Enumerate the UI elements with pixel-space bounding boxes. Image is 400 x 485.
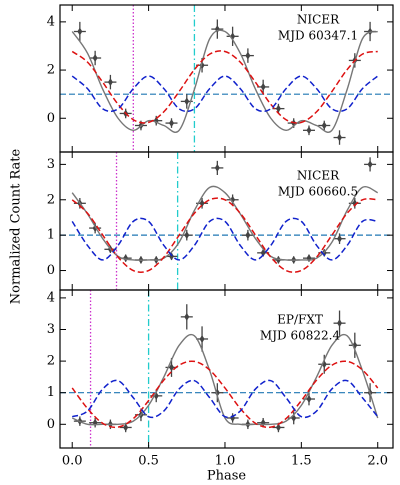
y-tick-label: 2: [47, 63, 55, 78]
x-tick-label: 0.0: [62, 454, 83, 469]
data-point: [123, 254, 129, 263]
data-point: [230, 195, 236, 204]
data-point: [169, 119, 175, 128]
y-tick-label: 2: [47, 192, 55, 207]
x-tick-label: 0.5: [138, 454, 159, 469]
data-point: [77, 27, 83, 36]
y-tick-label: 0: [47, 417, 55, 432]
data-point: [92, 54, 98, 63]
y-tick-label: 3: [47, 322, 55, 337]
panel-annotation: MJD 60660.5: [278, 185, 358, 199]
data-point: [214, 163, 220, 172]
y-tick-label: 4: [47, 14, 55, 29]
y-tick-label: 0: [47, 263, 55, 278]
data-point: [107, 78, 113, 87]
y-tick-label: 4: [47, 290, 55, 305]
data-point: [337, 133, 343, 142]
data-point: [275, 255, 281, 264]
data-point: [123, 423, 129, 432]
model-curve: [71, 379, 379, 419]
data-point: [306, 395, 312, 404]
panel-annotation: NICER: [297, 169, 340, 183]
data-point: [337, 319, 343, 328]
y-tick-label: 3: [47, 157, 55, 172]
data-point: [306, 126, 312, 135]
data-point: [184, 97, 190, 106]
data-point: [337, 234, 343, 243]
model-curve: [71, 185, 379, 261]
y-tick-label: 1: [47, 385, 55, 400]
panel-annotation: NICER: [297, 13, 340, 27]
plot-area: [60, 5, 393, 152]
panel-frame: [59, 289, 394, 449]
model-curve: [71, 197, 378, 273]
y-axis-title: Normalized Count Rate: [9, 148, 24, 304]
model-curve: [71, 50, 378, 124]
panel-annotation: EP/FXT: [277, 313, 323, 327]
data-point: [275, 423, 281, 432]
data-point: [367, 160, 373, 169]
data-point: [275, 104, 281, 113]
model-curve: [71, 217, 378, 261]
data-point: [245, 231, 251, 240]
data-point: [245, 51, 251, 60]
x-tick-label: 1.0: [215, 454, 236, 469]
model-curve: [71, 333, 379, 426]
x-axis-title: Phase: [207, 469, 247, 484]
y-tick-label: 1: [47, 228, 55, 243]
data-point: [169, 363, 175, 372]
data-point: [260, 82, 266, 91]
model-curve: [71, 360, 379, 429]
model-curve: [71, 75, 379, 113]
panel-frame: [59, 151, 394, 291]
data-point: [92, 418, 98, 427]
y-tick-label: 0: [47, 111, 55, 126]
panel-annotation: MJD 60347.1: [278, 29, 358, 43]
data-point: [184, 312, 190, 321]
data-point: [199, 334, 205, 343]
x-tick-label: 1.5: [291, 454, 312, 469]
data-point: [184, 231, 190, 240]
plot-area: [60, 290, 393, 448]
model-curve: [71, 29, 379, 134]
x-tick-label: 2.0: [367, 454, 388, 469]
y-tick-label: 2: [47, 354, 55, 369]
data-point: [306, 254, 312, 263]
panel-annotation: MJD 60822.4: [260, 329, 341, 343]
plot-area: [60, 152, 393, 290]
data-point: [214, 25, 220, 34]
data-point: [321, 121, 327, 130]
